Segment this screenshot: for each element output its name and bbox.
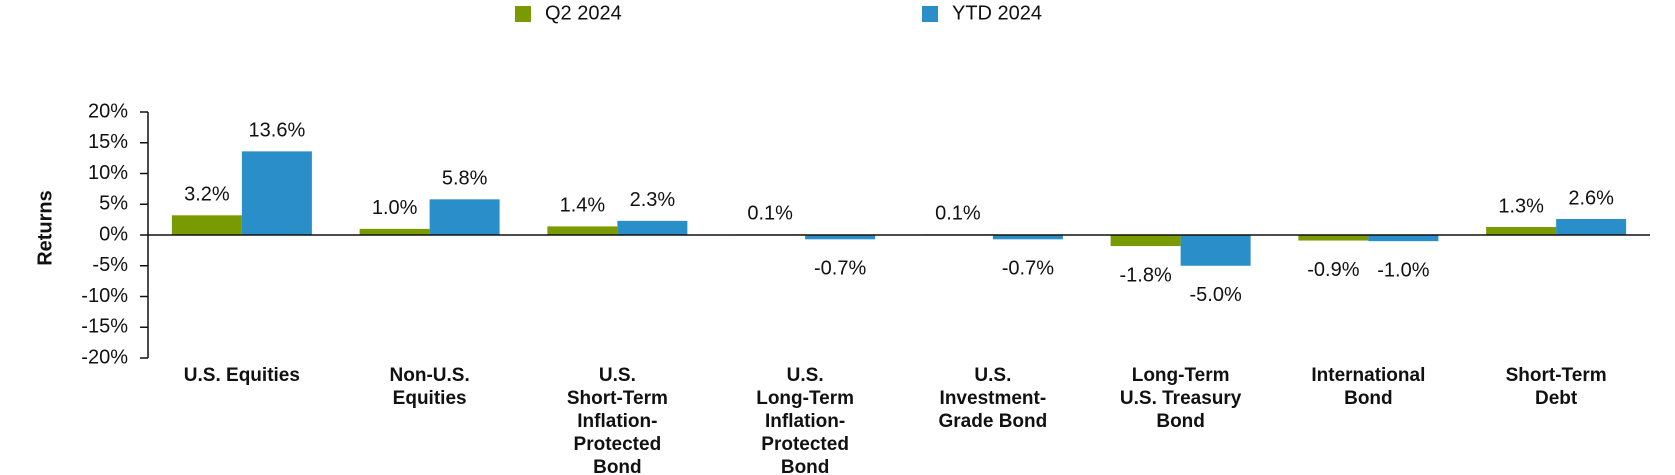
bar	[1298, 235, 1369, 241]
x-tick-label: U.S. Investment- Grade Bond	[938, 365, 1048, 432]
x-tick-label: U.S. Equities	[183, 365, 300, 386]
bar	[171, 215, 242, 235]
data-label: 1.0%	[372, 197, 418, 219]
bar	[1556, 219, 1627, 235]
data-label: -1.0%	[1377, 259, 1429, 281]
data-label: -5.0%	[1190, 284, 1242, 306]
data-label: 5.8%	[442, 168, 488, 190]
data-label: 3.2%	[184, 184, 230, 206]
bar	[547, 226, 618, 235]
x-tick-label: International Bond	[1311, 365, 1426, 409]
bar	[805, 235, 876, 240]
bar	[241, 151, 312, 235]
data-label: -1.8%	[1120, 264, 1172, 286]
legend-swatch	[922, 6, 938, 22]
bar	[617, 220, 688, 235]
bar	[1110, 235, 1181, 247]
legend-label: Q2 2024	[545, 2, 622, 24]
data-label: 2.3%	[630, 189, 676, 211]
x-tick-label: U.S. Long-Term Inflation- Protected Bond	[756, 365, 855, 475]
data-label: -0.7%	[814, 258, 866, 280]
y-tick-label: -10%	[81, 285, 128, 307]
data-label: 1.4%	[560, 195, 606, 217]
y-tick-label: -20%	[81, 346, 128, 368]
legend-swatch	[515, 6, 531, 22]
data-label: 0.1%	[747, 203, 793, 225]
y-tick-label: 20%	[88, 100, 128, 122]
y-tick-label: 15%	[88, 131, 128, 153]
y-axis-label: Returns	[34, 190, 56, 266]
x-tick-label: Short-Term Debt	[1505, 365, 1607, 409]
y-tick-label: 10%	[88, 162, 128, 184]
data-label: 2.6%	[1568, 187, 1614, 209]
bar	[359, 228, 430, 235]
x-tick-label: Long-Term U.S. Treasury Bond	[1119, 365, 1242, 432]
data-label: 13.6%	[249, 120, 306, 142]
data-label: 0.1%	[935, 203, 981, 225]
y-tick-label: 0%	[99, 223, 128, 245]
bar	[1180, 235, 1251, 266]
bar	[1486, 227, 1557, 235]
data-label: -0.7%	[1002, 258, 1054, 280]
x-tick-label: Non-U.S. Equities	[389, 365, 470, 409]
bar	[992, 235, 1063, 240]
data-label: 1.3%	[1498, 195, 1544, 217]
y-tick-label: 5%	[99, 193, 128, 215]
data-label: -0.9%	[1307, 259, 1359, 281]
legend-label: YTD 2024	[952, 2, 1042, 24]
bar	[1368, 235, 1439, 242]
bar	[429, 199, 500, 235]
y-tick-label: -15%	[81, 316, 128, 338]
x-tick-label: U.S. Short-Term Inflation- Protected Bon…	[566, 365, 668, 475]
y-tick-label: -5%	[92, 254, 128, 276]
